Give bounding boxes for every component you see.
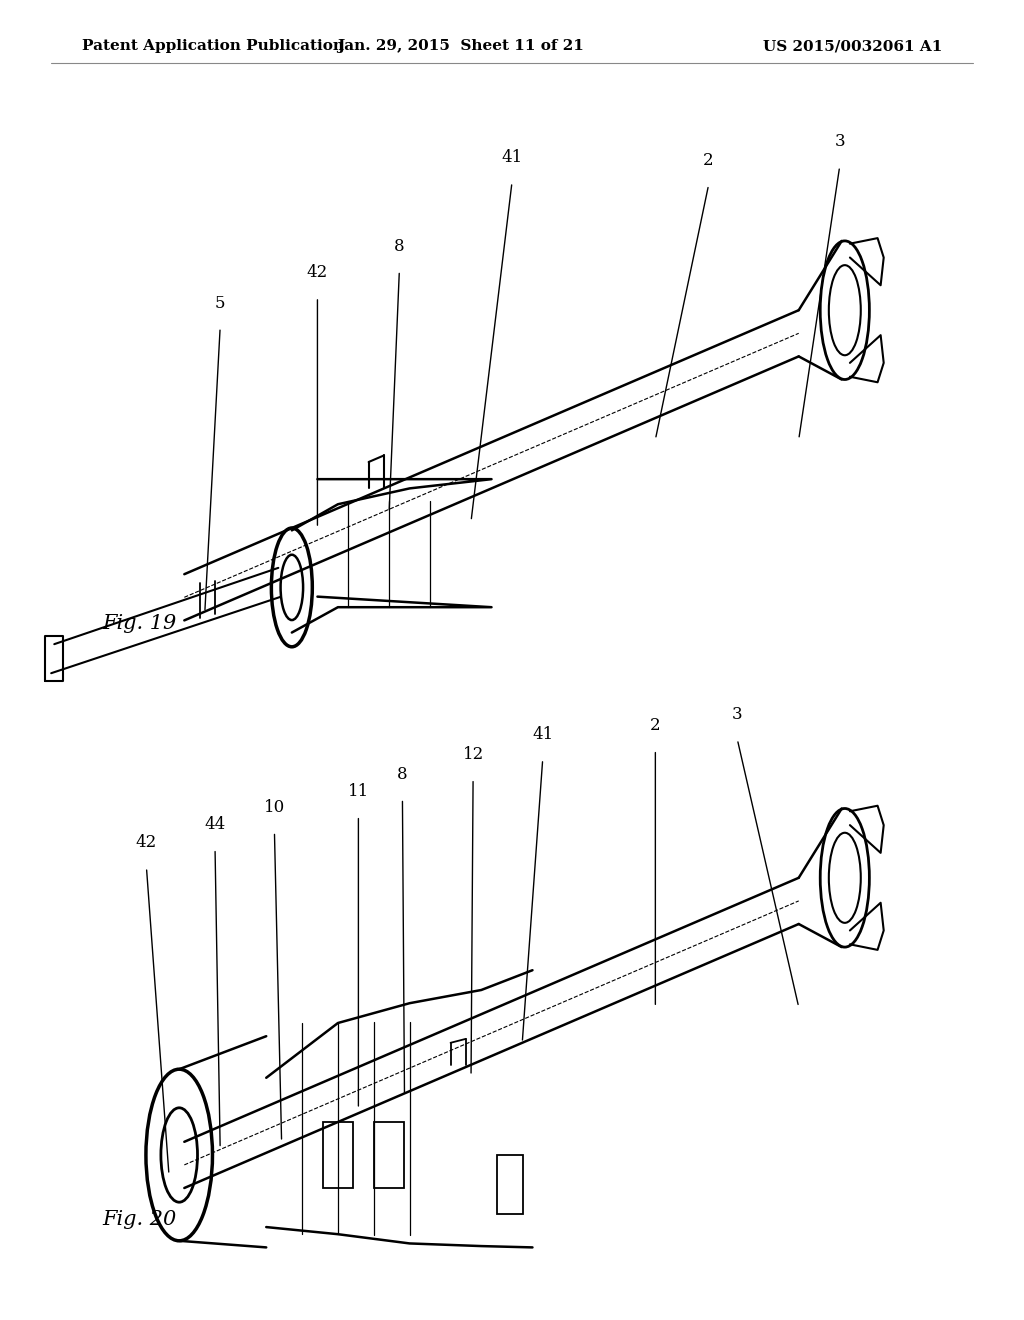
Text: 3: 3 (835, 133, 845, 150)
Text: 41: 41 (502, 149, 522, 166)
Text: Fig. 20: Fig. 20 (102, 1210, 177, 1229)
Text: Fig. 19: Fig. 19 (102, 614, 177, 632)
Text: 42: 42 (307, 264, 328, 281)
Text: 44: 44 (205, 816, 225, 833)
Text: Patent Application Publication: Patent Application Publication (82, 40, 344, 53)
Text: 5: 5 (215, 294, 225, 312)
Text: 3: 3 (732, 706, 742, 723)
Text: 42: 42 (136, 834, 157, 851)
Text: Jan. 29, 2015  Sheet 11 of 21: Jan. 29, 2015 Sheet 11 of 21 (337, 40, 585, 53)
Text: 10: 10 (264, 799, 285, 816)
Text: 8: 8 (394, 238, 404, 255)
Text: 2: 2 (703, 152, 714, 169)
Text: 8: 8 (397, 766, 408, 783)
Text: 41: 41 (532, 726, 553, 743)
Text: 2: 2 (650, 717, 660, 734)
Text: 12: 12 (463, 746, 483, 763)
Text: 11: 11 (348, 783, 369, 800)
Text: US 2015/0032061 A1: US 2015/0032061 A1 (763, 40, 942, 53)
